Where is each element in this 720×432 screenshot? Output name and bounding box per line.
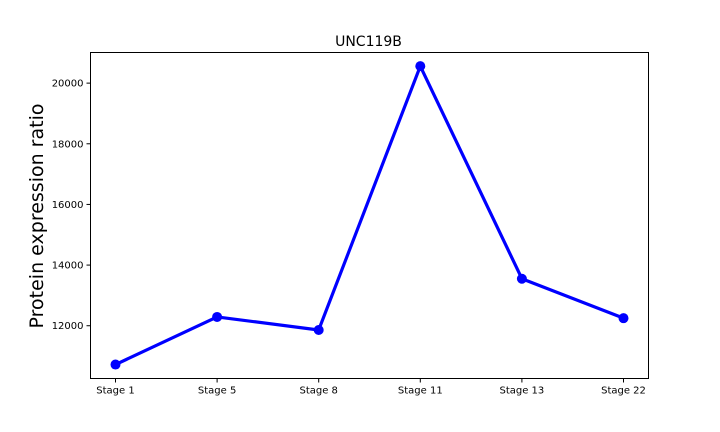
data-point — [212, 311, 223, 322]
data-point — [110, 359, 121, 370]
x-tick-label: Stage 13 — [499, 386, 544, 397]
y-tick-label: 12000 — [52, 321, 84, 332]
x-tick-label: Stage 8 — [299, 386, 337, 397]
data-point — [516, 273, 527, 284]
chart-title: UNC119B — [335, 34, 402, 50]
y-tick-label: 20000 — [52, 79, 84, 90]
data-point — [313, 324, 324, 335]
y-axis: 12000 14000 16000 18000 20000 — [52, 79, 91, 332]
y-tick-label: 18000 — [52, 139, 84, 150]
y-axis-label: Protein expression ratio — [26, 104, 48, 329]
y-tick-label: 14000 — [52, 261, 84, 272]
x-tick-label: Stage 1 — [96, 386, 134, 397]
y-tick-label: 16000 — [52, 200, 84, 211]
x-tick-label: Stage 22 — [601, 386, 646, 397]
x-axis: Stage 1 Stage 5 Stage 8 Stage 11 Stage 13 Sta… — [96, 378, 646, 397]
data-point — [415, 61, 426, 72]
series-layer — [110, 61, 629, 370]
x-tick-label: Stage 5 — [198, 386, 236, 397]
data-point — [618, 313, 629, 324]
x-tick-label: Stage 11 — [398, 386, 443, 397]
series-line — [113, 64, 626, 367]
plot-frame — [90, 52, 649, 379]
